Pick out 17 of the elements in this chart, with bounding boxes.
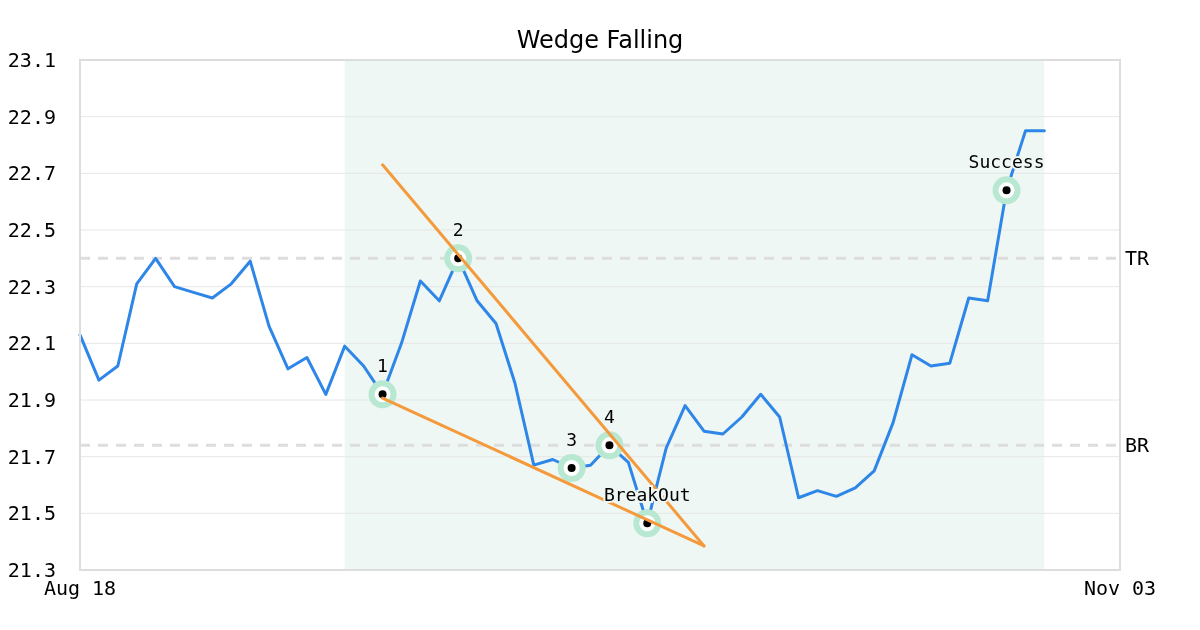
ref-line-label: BR xyxy=(1125,433,1151,458)
y-tick-label: 21.9 xyxy=(7,388,56,412)
x-tick-label: Nov 03 xyxy=(1083,576,1157,600)
ref-line-label: TR xyxy=(1125,246,1151,271)
y-tick-label: 23.1 xyxy=(7,48,56,72)
series-label: 3 xyxy=(566,429,578,450)
series-label: 1 xyxy=(377,355,388,377)
chart-title: Wedge Falling xyxy=(516,26,684,54)
series-label: 4 xyxy=(604,406,615,428)
series-label: 2 xyxy=(452,219,464,241)
y-tick-label: 21.7 xyxy=(7,444,56,469)
y-tick-label: 22.7 xyxy=(7,161,56,186)
y-tick-label: 21.5 xyxy=(7,501,56,526)
y-tick-label: 22.1 xyxy=(7,331,56,356)
y-tick-label: 22.3 xyxy=(7,274,56,299)
y-tick-label: 22.5 xyxy=(7,218,56,242)
y-tick-label: 22.9 xyxy=(7,104,56,129)
